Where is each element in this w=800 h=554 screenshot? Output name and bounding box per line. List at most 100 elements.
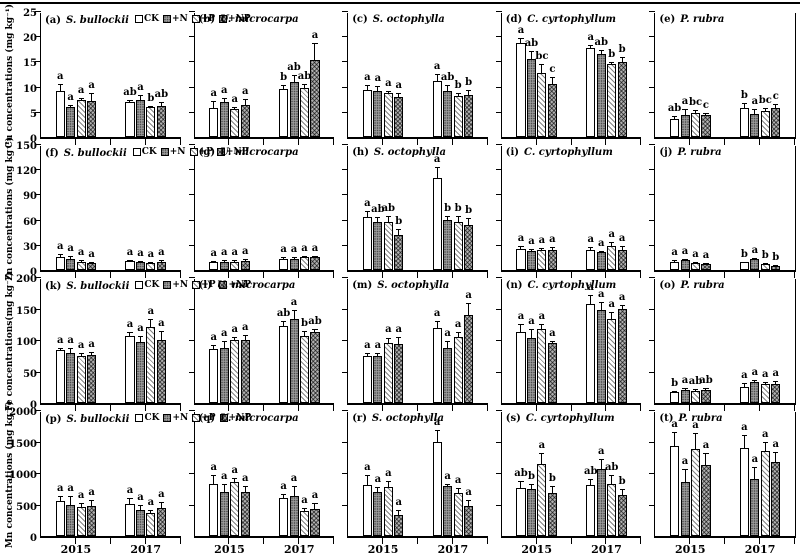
panel-title: (t) P. rubra [659, 413, 794, 425]
x-tick-mark [228, 139, 230, 145]
significance-letter: a [137, 82, 144, 94]
bar-ck-2015 [209, 484, 219, 536]
significance-letter: a [241, 473, 249, 485]
x-tick-label-2015: 2015 [214, 543, 245, 554]
error-bar-cap [518, 245, 524, 247]
bar-np-2017 [464, 505, 474, 536]
y-tick-mark [188, 441, 195, 443]
bar-np-2017 [156, 105, 166, 137]
error-bar-line [377, 353, 379, 356]
significance-letter: a [241, 85, 249, 97]
significance-letter: a [290, 244, 298, 256]
bar-n-2015 [219, 491, 229, 536]
error-bar-line [621, 489, 623, 496]
species-name: S. bullockii [66, 281, 130, 293]
error-bar [670, 432, 679, 446]
error-bar-cap [385, 481, 391, 483]
x-tick-mark [263, 538, 265, 544]
error-bar [597, 459, 606, 470]
significance-letter: ab [123, 86, 137, 98]
x-tick-mark [263, 405, 265, 411]
error-bar [220, 260, 229, 262]
error-bar-cap [445, 216, 451, 218]
y-tick-mark [342, 111, 349, 113]
error-bar [290, 74, 299, 82]
error-bar-cap [301, 255, 308, 257]
error-bar-cap [89, 351, 95, 353]
bar-n-2017 [750, 479, 760, 536]
significance-letter: a [364, 461, 371, 473]
error-bar-line [70, 256, 72, 260]
error-bar-cap [672, 260, 678, 262]
error-bar-cap [385, 216, 391, 218]
significance-letter: a [210, 461, 218, 473]
error-bar-cap [466, 90, 472, 92]
error-bar-cap [127, 99, 133, 101]
species-name: C. cyrtophyllum [527, 280, 617, 291]
chart-row-fe: Fe concentrations(mg kg⁻¹) 0 50 100 150 200 (k… [2, 272, 796, 412]
significance-letter: a [158, 488, 165, 500]
error-bar [740, 102, 749, 109]
error-bar-cap [549, 76, 555, 78]
error-bar-line [293, 74, 295, 82]
significance-letter: b [618, 476, 626, 488]
error-bar-line [590, 45, 592, 49]
error-bar-cap [396, 92, 402, 94]
error-bar-cap [672, 432, 678, 434]
error-bar-line [436, 321, 438, 329]
x-tick-label-2015: 2015 [674, 543, 706, 554]
bar-np-2015 [701, 390, 711, 403]
error-bar-line [684, 468, 686, 483]
legend-label: +NP [228, 280, 252, 290]
error-bar-cap [396, 510, 402, 512]
significance-letter: ab [308, 315, 322, 327]
legend: CK +N +P +NP [132, 147, 248, 158]
error-bar [771, 264, 780, 266]
y-tick-label: 20 [23, 33, 37, 45]
error-bar-line [743, 434, 745, 448]
error-bar [394, 510, 403, 516]
bar-ck-2015 [209, 107, 219, 137]
error-bar-line [314, 503, 316, 509]
error-bar-cap [619, 57, 625, 59]
error-bar [220, 484, 229, 492]
error-bar [750, 109, 759, 114]
panel-q: (q) U. microcarpa a a a a 2015 a a a a 2017 [188, 410, 335, 554]
error-bar [527, 50, 536, 60]
error-bar-cap [68, 105, 74, 107]
error-bar [607, 311, 616, 320]
y-tick-mark [35, 86, 41, 88]
error-bar-line [775, 380, 777, 385]
significance-letter: a [280, 244, 287, 256]
species-name: P. rubra [680, 14, 725, 25]
y-axis-title-text: Zn concentrations (mg kg⁻¹) [4, 137, 15, 281]
error-bar [670, 116, 679, 119]
error-bar [691, 110, 700, 114]
error-bar-cap [312, 255, 318, 257]
y-tick-mark [188, 11, 195, 12]
x-tick-mark [640, 139, 642, 145]
y-axis-title-text: Cu concentrations (mg kg⁻¹) [4, 3, 15, 149]
y-tick-label: 10 [23, 83, 37, 95]
error-bar [750, 380, 759, 383]
error-bar-cap [773, 451, 779, 453]
error-bar [740, 382, 749, 387]
species-name: C. cyrtophyllum [524, 147, 613, 158]
error-bar [618, 489, 627, 496]
error-bar-cap [148, 319, 154, 321]
x-tick-label-2015: 2015 [367, 543, 399, 554]
legend-swatch-n-icon [163, 414, 172, 423]
bar-p-2015 [690, 113, 701, 137]
bar-n-2015 [219, 347, 229, 403]
x-tick-label-2017: 2017 [437, 543, 469, 554]
legend-label: +NP [228, 413, 252, 423]
bar-np-2015 [547, 343, 557, 403]
error-bar-line [223, 484, 225, 492]
y-tick-mark [342, 473, 349, 474]
error-bar-cap [78, 503, 84, 505]
error-bar-line [530, 329, 532, 339]
error-bar-line [447, 341, 449, 348]
error-bar [157, 260, 166, 262]
bar-p-2017 [453, 337, 463, 403]
panel-letter: (g) [198, 147, 216, 158]
